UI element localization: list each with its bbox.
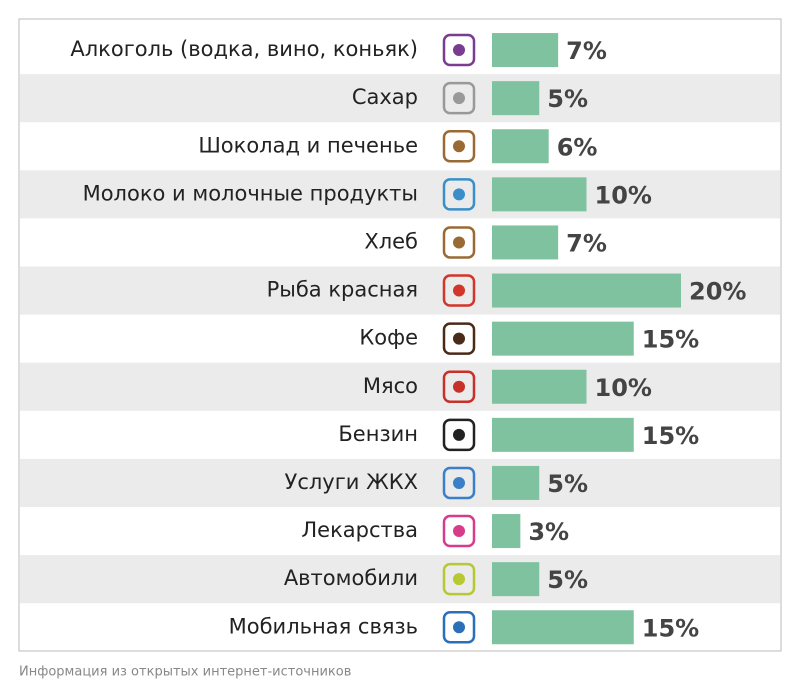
bar bbox=[492, 129, 549, 164]
icon bbox=[442, 466, 476, 500]
category-label: Услуги ЖКХ bbox=[285, 470, 418, 494]
category-label: Хлеб bbox=[364, 229, 418, 253]
row-band bbox=[20, 458, 780, 507]
category-label: Мясо bbox=[363, 374, 418, 398]
value-label: 7% bbox=[566, 229, 607, 257]
value-label: 6% bbox=[557, 133, 598, 161]
icon bbox=[442, 562, 476, 596]
bar bbox=[492, 273, 681, 308]
row-band bbox=[20, 555, 780, 604]
icon bbox=[442, 370, 476, 403]
value-label: 5% bbox=[547, 470, 588, 498]
bar bbox=[492, 465, 540, 500]
icon-dot bbox=[453, 236, 465, 249]
icon bbox=[442, 514, 476, 548]
row-band bbox=[20, 362, 780, 411]
bar bbox=[492, 610, 634, 645]
bar bbox=[492, 33, 559, 68]
category-label: Молоко и молочные продукты bbox=[83, 181, 418, 205]
bar bbox=[492, 81, 540, 116]
value-label: 15% bbox=[642, 422, 699, 450]
bar bbox=[492, 321, 634, 356]
icon-dot bbox=[453, 188, 465, 201]
category-label: Лекарства bbox=[301, 518, 418, 542]
category-label: Мобильная связь bbox=[229, 614, 418, 638]
icon-dot bbox=[453, 332, 465, 345]
icon bbox=[442, 178, 476, 211]
value-label: 15% bbox=[642, 326, 699, 354]
bar bbox=[492, 514, 521, 549]
icon bbox=[442, 418, 476, 452]
frame bbox=[18, 18, 782, 652]
icon-dot bbox=[453, 621, 465, 634]
icon-dot bbox=[453, 476, 465, 489]
category-label: Автомобили bbox=[284, 566, 418, 590]
icon-dot bbox=[453, 284, 465, 297]
category-label: Шоколад и печенье bbox=[198, 133, 418, 157]
value-label: 15% bbox=[642, 614, 699, 642]
row-band bbox=[20, 74, 780, 123]
icon-dot bbox=[453, 140, 465, 153]
value-label: 10% bbox=[595, 374, 652, 402]
value-label: 3% bbox=[528, 518, 569, 546]
icon bbox=[442, 33, 476, 67]
icon bbox=[442, 226, 476, 259]
category-label: Бензин bbox=[338, 422, 418, 446]
bar bbox=[492, 562, 540, 597]
icon bbox=[442, 130, 476, 163]
icon bbox=[442, 611, 476, 644]
category-label: Алкоголь (водка, вино, коньяк) bbox=[70, 37, 418, 61]
value-label: 5% bbox=[547, 85, 588, 113]
icon bbox=[442, 322, 476, 355]
icon bbox=[442, 274, 476, 307]
value-label: 5% bbox=[547, 566, 588, 594]
category-label: Сахар bbox=[352, 85, 418, 109]
bar bbox=[492, 417, 634, 452]
bar bbox=[492, 369, 587, 404]
bar bbox=[492, 177, 587, 212]
icon-dot bbox=[453, 573, 465, 586]
value-label: 7% bbox=[566, 37, 607, 65]
icon-dot bbox=[453, 44, 465, 57]
value-label: 10% bbox=[595, 181, 652, 209]
icon bbox=[442, 81, 476, 115]
icon-dot bbox=[453, 92, 465, 105]
category-label: Рыба красная bbox=[267, 278, 418, 302]
bar bbox=[492, 225, 559, 260]
category-label: Кофе bbox=[359, 326, 418, 350]
source-note: Информация из открытых интернет-источник… bbox=[19, 665, 351, 680]
icon-dot bbox=[453, 428, 465, 441]
value-label: 20% bbox=[689, 278, 746, 306]
icon-dot bbox=[453, 380, 465, 393]
icon-dot bbox=[453, 525, 465, 538]
row-band bbox=[20, 170, 780, 219]
